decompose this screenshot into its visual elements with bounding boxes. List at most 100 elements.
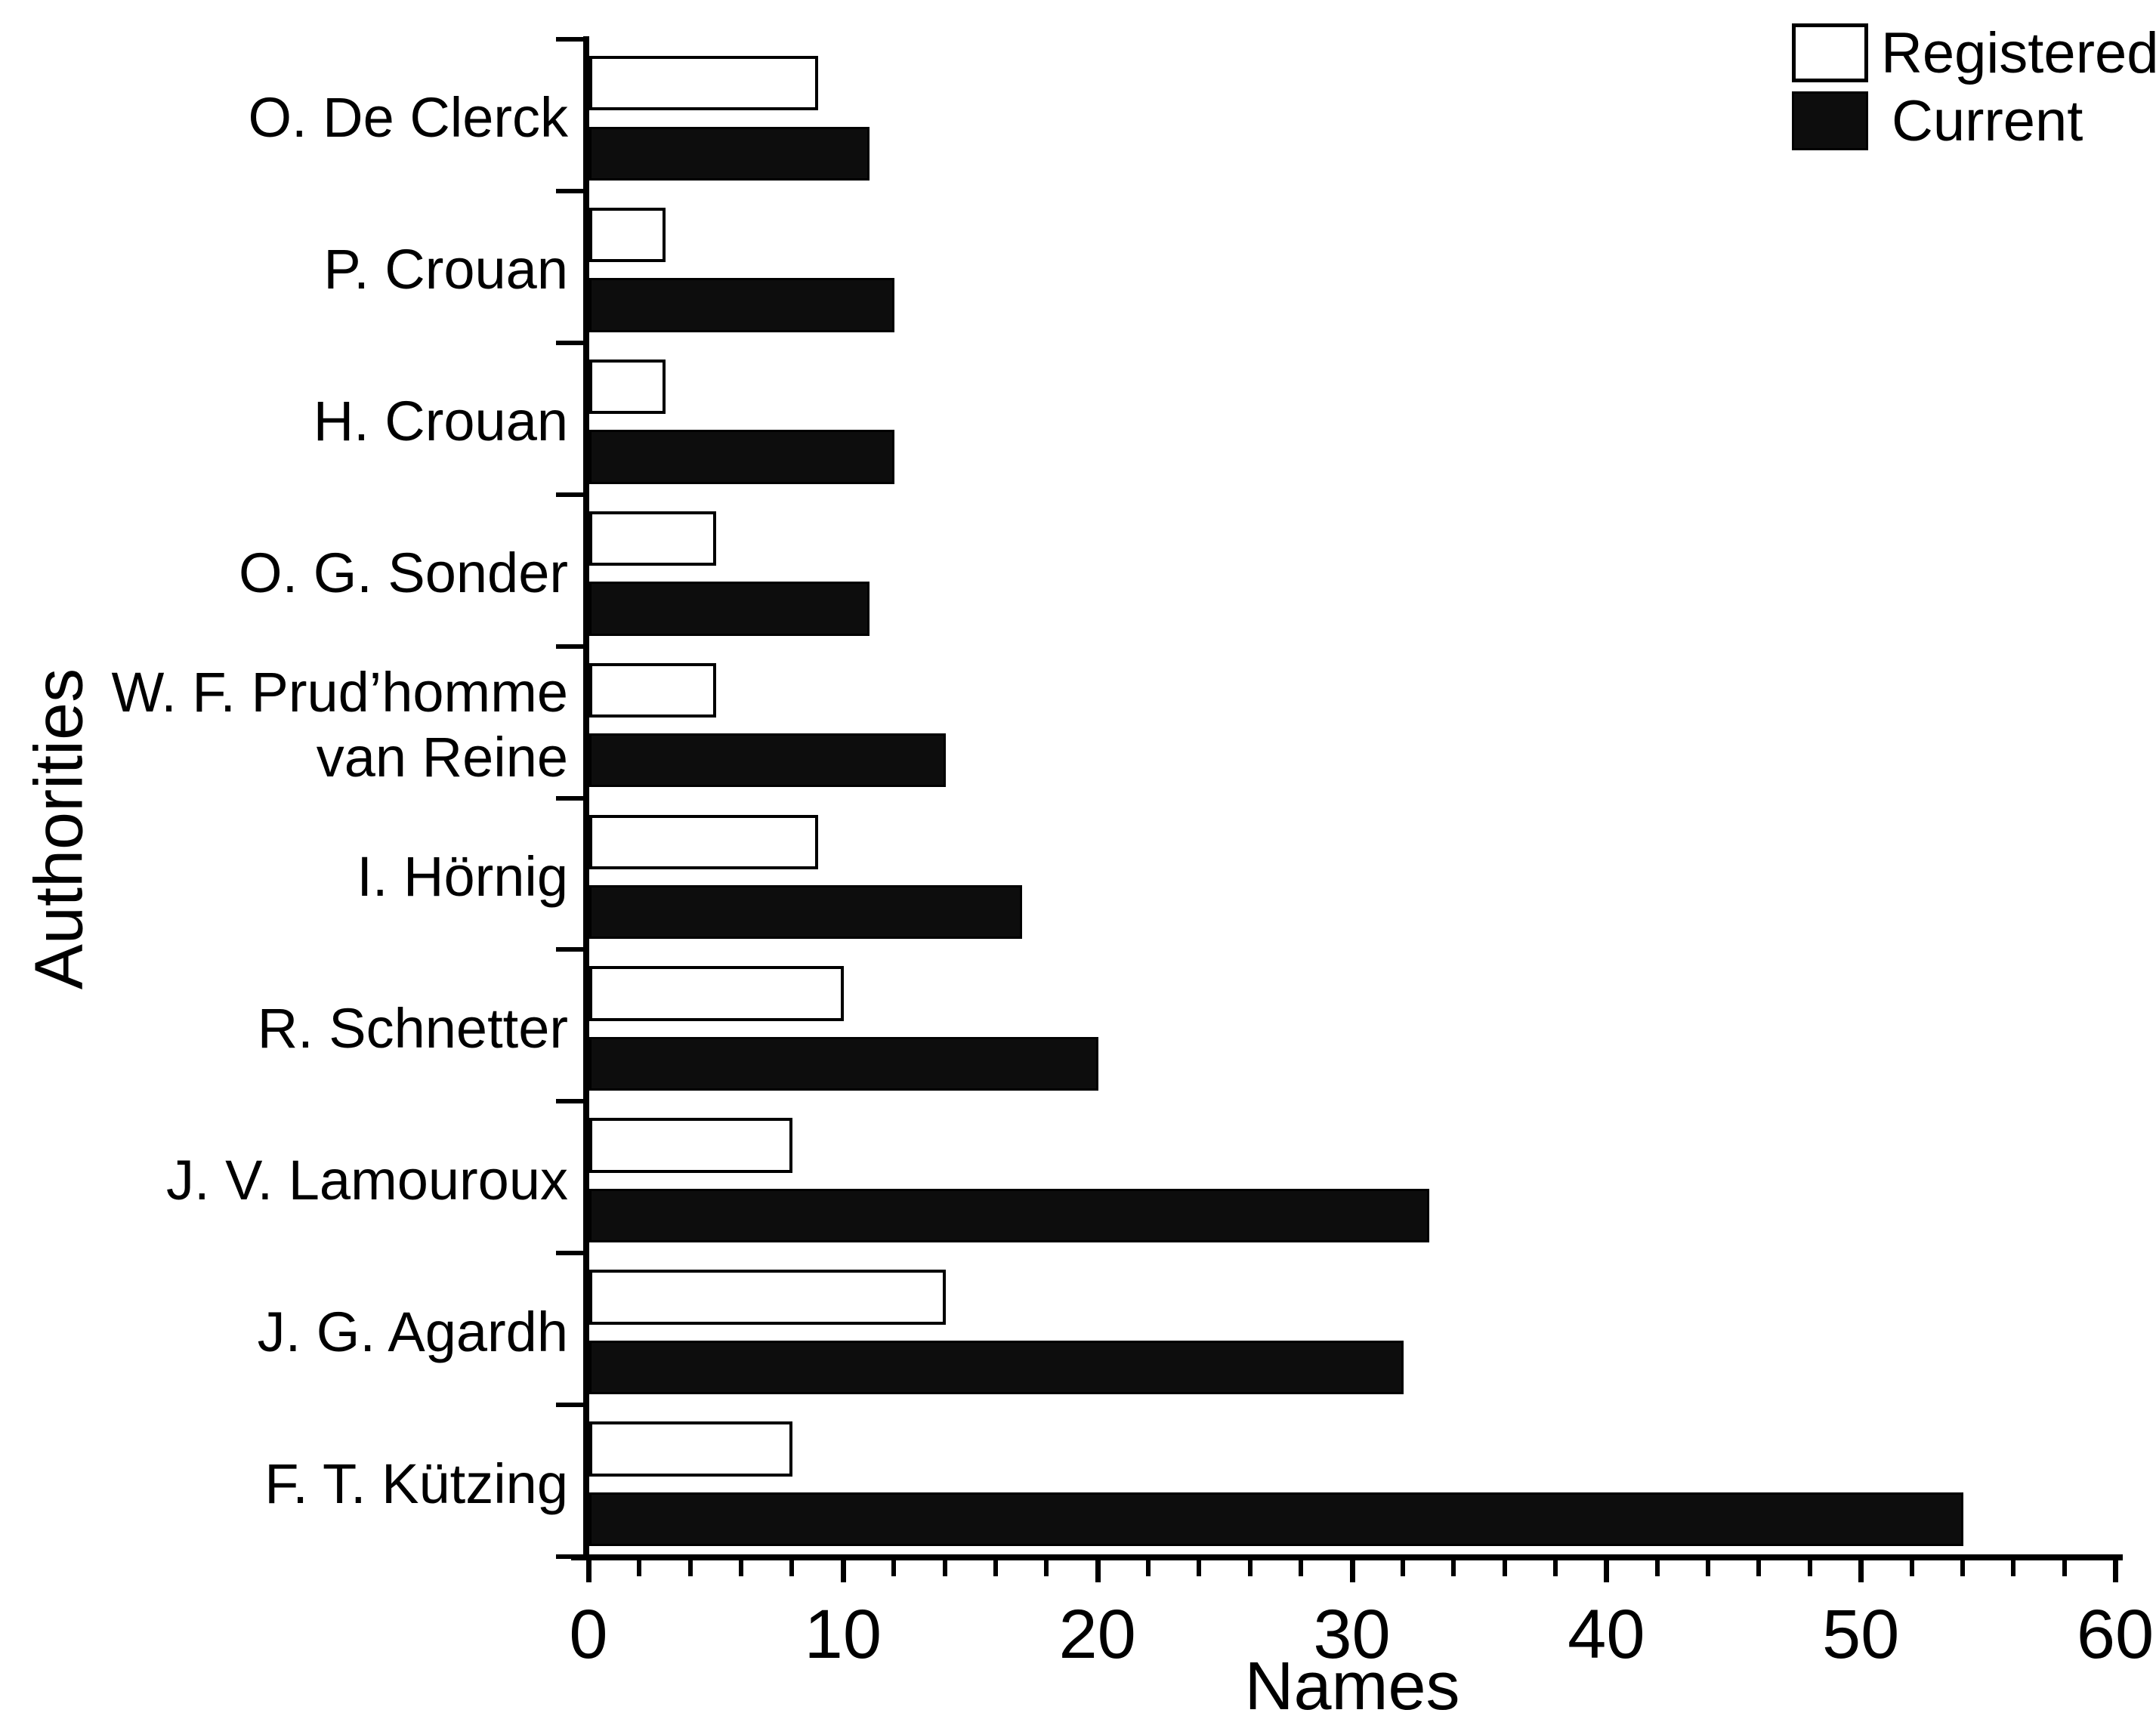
- y-axis-tick: [556, 1251, 586, 1256]
- bar-current: [589, 1188, 1429, 1243]
- x-axis-minor-tick: [1960, 1557, 1965, 1576]
- category-label-line: R. Schnetter: [257, 996, 568, 1060]
- category-label: O. De Clerck: [23, 85, 568, 150]
- category-label-line: van Reine: [316, 726, 568, 789]
- x-axis-major-tick: [1095, 1557, 1101, 1582]
- bar-registered: [589, 56, 819, 111]
- x-axis-minor-tick: [1706, 1557, 1711, 1576]
- x-axis-minor-tick: [1502, 1557, 1507, 1576]
- category-label-line: O. De Clerck: [248, 86, 568, 150]
- x-axis-minor-tick: [687, 1557, 693, 1576]
- y-axis-tick: [556, 1099, 586, 1104]
- bar-registered: [589, 207, 666, 263]
- bar-registered: [589, 511, 717, 566]
- category-label: H. Crouan: [23, 389, 568, 454]
- x-axis-minor-tick: [1451, 1557, 1456, 1576]
- legend-label-current: Current: [1892, 88, 2083, 153]
- category-label-line: J. V. Lamouroux: [165, 1148, 568, 1211]
- x-tick-label: 30: [1313, 1596, 1391, 1673]
- category-label: I. Hörnig: [23, 844, 568, 909]
- x-axis-minor-tick: [1909, 1557, 1914, 1576]
- y-axis-tick: [556, 188, 586, 193]
- y-axis-tick: [556, 947, 586, 952]
- x-axis-minor-tick: [739, 1557, 744, 1576]
- bar-current: [589, 1492, 1963, 1546]
- y-axis-tick: [556, 644, 586, 649]
- bar-registered: [589, 1421, 793, 1477]
- legend-label-registered: Registered: [1881, 20, 2156, 85]
- category-label: W. F. Prud’homme van Reine: [23, 660, 568, 790]
- x-axis-minor-tick: [2011, 1557, 2016, 1576]
- category-label: O. G. Sonder: [23, 541, 568, 606]
- category-label: J. V. Lamouroux: [23, 1148, 568, 1213]
- y-axis-tick: [556, 1403, 586, 1408]
- bar-registered: [589, 1270, 946, 1325]
- x-axis-minor-tick: [891, 1557, 897, 1576]
- bar-current: [589, 430, 895, 484]
- x-axis-minor-tick: [1197, 1557, 1202, 1576]
- x-axis-minor-tick: [1299, 1557, 1304, 1576]
- x-axis-major-tick: [586, 1557, 592, 1582]
- x-axis-major-tick: [1858, 1557, 1864, 1582]
- bar-current: [589, 885, 1022, 940]
- category-label-line: O. G. Sonder: [239, 542, 568, 605]
- x-axis-minor-tick: [637, 1557, 642, 1576]
- bar-registered: [589, 662, 717, 718]
- bar-registered: [589, 966, 844, 1021]
- x-axis-minor-tick: [2062, 1557, 2067, 1576]
- x-axis-minor-tick: [1756, 1557, 1762, 1576]
- x-axis-major-tick: [1604, 1557, 1610, 1582]
- x-axis-minor-tick: [993, 1557, 998, 1576]
- x-axis-minor-tick: [1044, 1557, 1049, 1576]
- category-label: F. T. Kützing: [23, 1452, 568, 1517]
- bar-registered: [589, 814, 819, 869]
- x-axis-minor-tick: [1552, 1557, 1558, 1576]
- x-axis-minor-tick: [789, 1557, 795, 1576]
- bar-current: [589, 278, 895, 332]
- x-axis-minor-tick: [1654, 1557, 1660, 1576]
- legend-swatch-current: [1792, 91, 1868, 150]
- x-axis-line: [571, 1554, 2123, 1560]
- x-tick-label: 50: [1821, 1596, 1900, 1673]
- category-label: R. Schnetter: [23, 996, 568, 1061]
- y-axis-tick: [556, 795, 586, 801]
- bar-current: [589, 1036, 1098, 1091]
- bar-current: [589, 733, 946, 788]
- legend-swatch-registered: [1792, 23, 1868, 82]
- x-tick-label: 10: [804, 1596, 882, 1673]
- bar-registered: [589, 359, 666, 415]
- y-axis-tick: [556, 37, 586, 42]
- x-axis-minor-tick: [1807, 1557, 1812, 1576]
- y-axis-tick: [556, 1554, 586, 1559]
- category-label-line: H. Crouan: [313, 390, 568, 453]
- category-label-line: P. Crouan: [323, 238, 568, 301]
- y-axis-title: Authorities: [21, 668, 97, 990]
- x-axis-major-tick: [840, 1557, 846, 1582]
- category-label: P. Crouan: [23, 237, 568, 302]
- y-axis-line: [583, 36, 589, 1560]
- bar-registered: [589, 1118, 793, 1173]
- x-axis-title: Names: [1244, 1649, 1460, 1716]
- x-axis-minor-tick: [942, 1557, 947, 1576]
- x-tick-label: 20: [1058, 1596, 1136, 1673]
- x-tick-label: 40: [1568, 1596, 1645, 1673]
- bar-current: [589, 1340, 1404, 1395]
- category-label-line: W. F. Prud’homme: [111, 661, 568, 724]
- x-axis-major-tick: [1349, 1557, 1355, 1582]
- x-tick-label: 60: [2076, 1596, 2154, 1673]
- y-axis-tick: [556, 492, 586, 497]
- x-axis-minor-tick: [1247, 1557, 1253, 1576]
- x-axis-major-tick: [2113, 1557, 2118, 1582]
- category-label-line: F. T. Kützing: [264, 1452, 568, 1515]
- x-tick-label: 0: [569, 1596, 608, 1673]
- category-label: J. G. Agardh: [23, 1300, 568, 1365]
- x-axis-minor-tick: [1146, 1557, 1151, 1576]
- bar-current: [589, 582, 870, 636]
- category-label-line: I. Hörnig: [357, 844, 568, 908]
- bar-current: [589, 126, 870, 181]
- category-label-line: J. G. Agardh: [257, 1300, 568, 1363]
- x-axis-minor-tick: [1400, 1557, 1405, 1576]
- y-axis-tick: [556, 340, 586, 345]
